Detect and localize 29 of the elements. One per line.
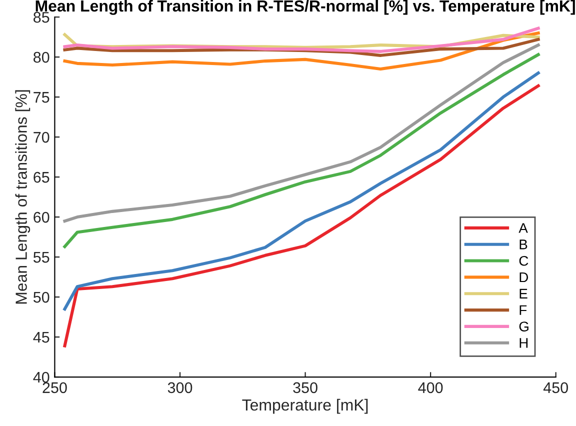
x-tick-label: 300 [168, 382, 192, 394]
y-tick-label: 70 [34, 132, 50, 143]
y-tick-label: 65 [34, 172, 50, 183]
x-tick-label: 400 [418, 382, 443, 394]
legend-label: F [520, 305, 527, 315]
legend-label: D [520, 272, 528, 282]
x-tick-label: 350 [293, 382, 318, 394]
x-tick-label: 250 [42, 382, 67, 394]
legend-label: C [519, 256, 528, 266]
x-tick-label: 450 [543, 382, 568, 394]
line-series [63, 53, 540, 248]
y-tick-label: 40 [33, 372, 50, 383]
y-tick-label: 80 [34, 52, 50, 63]
y-tick-label: 45 [33, 332, 50, 343]
legend-label: H [520, 338, 528, 348]
line-series [63, 84, 540, 348]
line-series [63, 44, 540, 223]
y-tick-label: 55 [33, 252, 50, 263]
y-tick-label: 50 [33, 292, 50, 303]
legend-label: A [518, 223, 528, 233]
line-series [63, 32, 540, 71]
y-tick-label: 60 [34, 212, 50, 223]
line-series [63, 26, 540, 53]
y-axis-title: Mean Length of transitions [%] [15, 90, 30, 304]
legend-label: B [520, 240, 528, 250]
legend-label: E [520, 288, 528, 298]
x-axis-title: Temperature [mK] [242, 398, 368, 414]
y-tick-label: 75 [34, 92, 50, 103]
legend-label: G [519, 322, 528, 332]
